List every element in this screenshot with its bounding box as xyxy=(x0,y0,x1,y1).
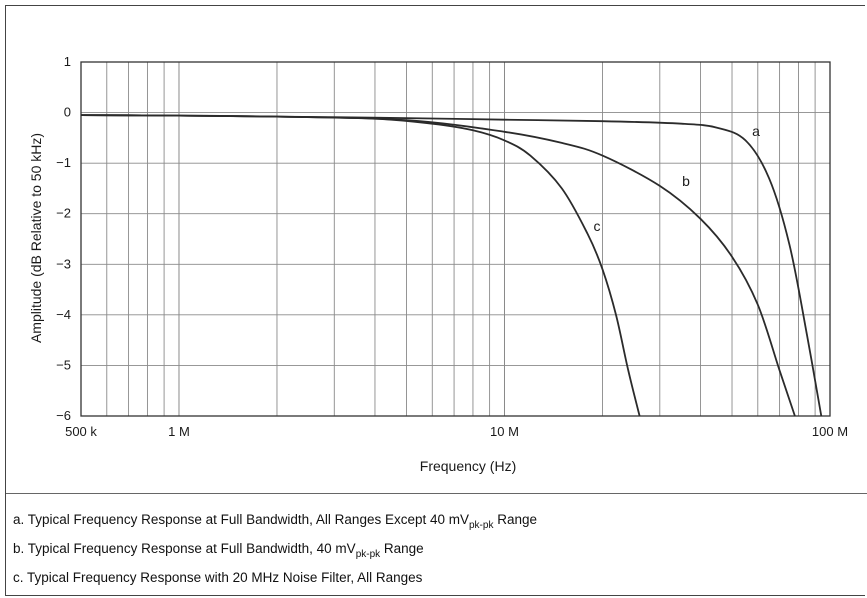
caption-b-subscript: pk-pk xyxy=(355,549,381,560)
caption-a-subscript: pk-pk xyxy=(469,520,494,531)
series-labels: a b c xyxy=(594,123,761,234)
series-label-c: c xyxy=(594,218,601,234)
caption-divider xyxy=(6,493,867,494)
caption-c: c. Typical Frequency Response with 20 MH… xyxy=(13,569,422,586)
series-label-b: b xyxy=(682,173,690,189)
caption-b-text: b. Typical Frequency Response at Full Ba… xyxy=(13,541,356,556)
caption-c-text: c. Typical Frequency Response with 20 MH… xyxy=(13,570,423,585)
y-tick-label: −4 xyxy=(56,307,71,322)
caption-a-tail: Range xyxy=(493,512,537,527)
y-axis-label: Amplitude (dB Relative to 50 kHz) xyxy=(28,133,44,343)
x-tick-label: 1 M xyxy=(168,424,190,439)
x-axis-label: Frequency (Hz) xyxy=(420,458,516,474)
y-tick-label: 0 xyxy=(64,105,71,120)
x-tick-label: 10 M xyxy=(490,424,519,439)
figure-frame xyxy=(5,5,865,596)
x-tick-label: 100 M xyxy=(812,424,848,439)
series-line-c xyxy=(80,114,641,417)
caption-a-text: a. Typical Frequency Response at Full Ba… xyxy=(13,512,469,527)
y-tick-label: −2 xyxy=(56,206,71,221)
series-line-b xyxy=(80,114,796,417)
y-tick-label: −5 xyxy=(56,357,71,372)
caption-a: a. Typical Frequency Response at Full Ba… xyxy=(13,511,537,534)
grid-lines xyxy=(81,62,830,416)
caption-b-tail: Range xyxy=(380,541,424,556)
y-tick-label: −1 xyxy=(56,155,71,170)
series-label-a: a xyxy=(752,123,760,139)
y-tick-label: 1 xyxy=(64,54,71,69)
y-tick-label: −3 xyxy=(56,256,71,271)
series-line-a xyxy=(80,114,823,417)
x-tick-label: 500 k xyxy=(65,424,97,439)
caption-b: b. Typical Frequency Response at Full Ba… xyxy=(13,540,424,563)
plot-area-border xyxy=(80,61,831,417)
y-tick-label: −6 xyxy=(56,408,71,423)
series-curves xyxy=(80,114,823,417)
